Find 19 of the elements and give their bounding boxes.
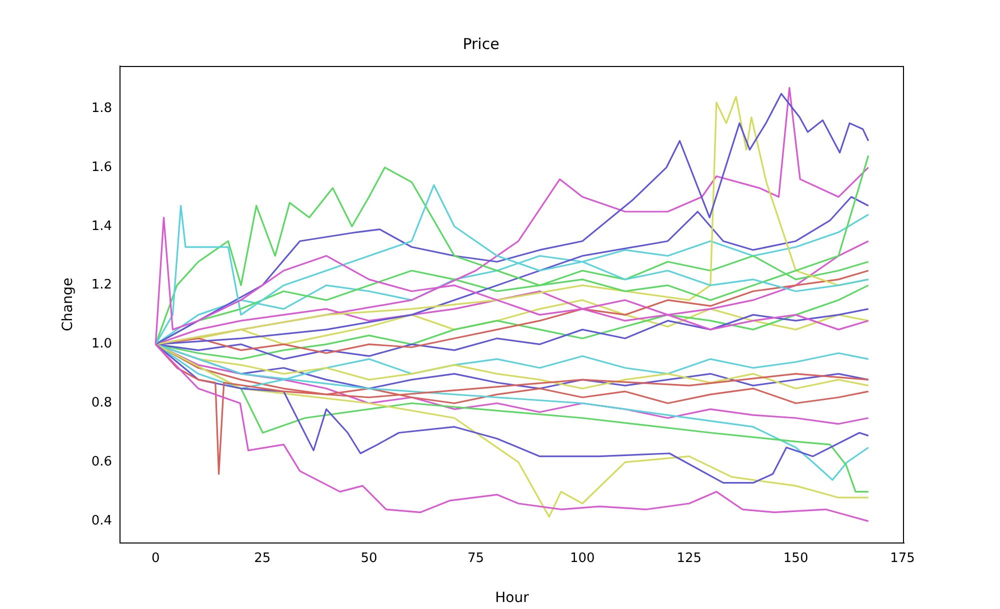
- x-tick-label: 175: [890, 551, 915, 566]
- x-tick-label: 50: [360, 551, 378, 566]
- x-tick-label: 25: [254, 551, 271, 566]
- chart-title: Price: [462, 34, 500, 53]
- y-tick-label: 1.8: [91, 100, 112, 116]
- x-tick-label: 100: [570, 551, 595, 566]
- y-tick-label: 1.6: [91, 160, 112, 175]
- y-tick-label: 1.4: [91, 218, 112, 234]
- y-tick-label: 0.8: [91, 396, 112, 411]
- x-axis-title: Hour: [495, 590, 530, 606]
- y-tick-label: 0.4: [91, 514, 112, 529]
- x-tick-label: 125: [676, 551, 702, 566]
- y-axis-title: Change: [60, 278, 76, 332]
- y-tick-label: 1.2: [91, 278, 112, 293]
- x-tick-label: 0: [151, 551, 160, 566]
- y-tick-label: 1.0: [91, 336, 112, 352]
- x-tick-label: 75: [467, 551, 484, 566]
- x-tick-label: 150: [783, 551, 808, 566]
- y-tick-label: 0.6: [91, 454, 112, 470]
